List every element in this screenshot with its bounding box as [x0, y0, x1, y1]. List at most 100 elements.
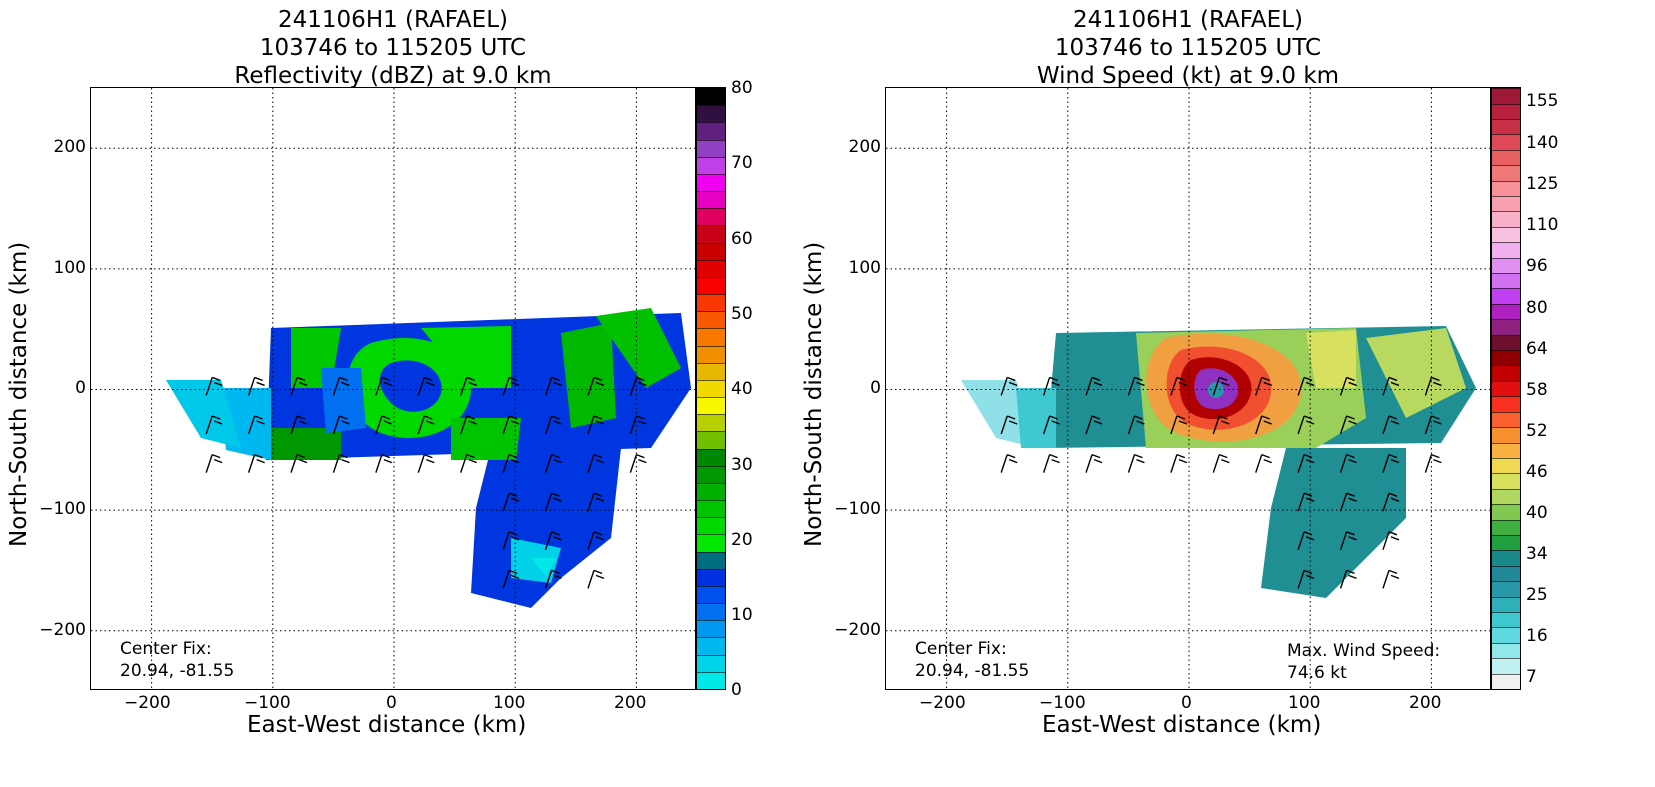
y-tick: −200: [834, 620, 881, 640]
wind-speed-colorbar: [1491, 87, 1521, 690]
wind-barb: [1424, 415, 1442, 435]
wind-barb: [1085, 453, 1103, 473]
colorbar-segment: [697, 431, 725, 449]
wind-barb: [1297, 453, 1315, 473]
wind-barb: [1170, 453, 1188, 473]
colorbar-segment: [697, 379, 725, 398]
wind-barb: [332, 453, 350, 473]
wind-barb: [544, 569, 562, 589]
wind-barb: [1339, 531, 1357, 551]
colorbar-tick: 125: [1526, 174, 1559, 194]
wind-barb: [502, 376, 520, 396]
colorbar-segment: [1492, 658, 1520, 674]
wind-barb: [544, 492, 562, 512]
wind-barb: [1127, 376, 1145, 396]
wind-barb: [1424, 376, 1442, 396]
wind-speed-plot-area: [885, 87, 1491, 690]
colorbar-segment: [1492, 103, 1520, 119]
wind-barb: [544, 531, 562, 551]
wind-barb: [1382, 531, 1400, 551]
colorbar-tick: 52: [1526, 421, 1548, 441]
colorbar-segment: [1492, 457, 1520, 474]
colorbar-tick: 80: [731, 78, 753, 98]
wind-barb: [1042, 376, 1060, 396]
center-fix-value: 20.94, -81.55: [120, 661, 235, 681]
wind-barb: [290, 453, 308, 473]
center-fix-label: Center Fix:: [915, 639, 1007, 659]
wind-barb: [1255, 453, 1272, 473]
colorbar-segment: [697, 294, 725, 312]
wind-barb: [1339, 453, 1357, 473]
colorbar-segment: [1492, 488, 1520, 505]
y-tick: 0: [75, 378, 86, 398]
x-tick: 100: [1288, 693, 1321, 713]
colorbar-segment: [697, 585, 725, 604]
y-tick: 100: [53, 258, 86, 278]
x-tick: −100: [244, 693, 291, 713]
title-line-3: Wind Speed (kt) at 9.0 km: [1036, 63, 1340, 89]
wind-barb: [502, 569, 520, 589]
colorbar-tick: 60: [731, 229, 753, 249]
colorbar-tick: 34: [1526, 544, 1548, 564]
colorbar-segment: [697, 414, 725, 432]
wind-barb: [629, 453, 647, 473]
wind-barb: [1297, 569, 1315, 589]
wind-barb: [544, 453, 562, 473]
wind-barb: [290, 415, 308, 435]
x-tick: 100: [493, 693, 526, 713]
wind-barb: [1382, 376, 1400, 396]
center-fix-value: 20.94, -81.55: [915, 661, 1030, 681]
colorbar-segment: [1492, 211, 1520, 227]
x-tick: −200: [124, 693, 171, 713]
center-fix-annotation: Center Fix: 20.94, -81.55: [120, 638, 234, 682]
title-line-2: 103746 to 115205 UTC: [259, 35, 527, 61]
colorbar-tick: 58: [1526, 380, 1548, 400]
title-line-3: Reflectivity (dBZ) at 9.0 km: [234, 63, 552, 89]
colorbar-segment: [1492, 380, 1520, 397]
colorbar-segment: [1492, 581, 1520, 597]
y-axis-label: North-South distance (km): [801, 241, 827, 547]
colorbar-segment: [1492, 118, 1520, 135]
max-wind-annotation: Max. Wind Speed: 74.6 kt: [1287, 640, 1440, 684]
colorbar-segment: [1492, 611, 1520, 628]
wind-barb: [1255, 376, 1272, 396]
colorbar-segment: [697, 173, 725, 192]
wind-barb: [460, 453, 477, 473]
colorbar-segment: [697, 620, 725, 638]
colorbar-segment: [1492, 273, 1520, 289]
colorbar-segment: [1492, 519, 1520, 535]
colorbar-segment: [1492, 180, 1520, 196]
colorbar-tick: 80: [1526, 298, 1548, 318]
wind-barb: [417, 376, 435, 396]
wind-barb: [1382, 453, 1400, 473]
wind-barb: [1297, 415, 1315, 435]
colorbar-segment: [1492, 350, 1520, 366]
x-tick: 200: [614, 693, 647, 713]
colorbar-segment: [697, 259, 725, 277]
wind-barb: [1255, 415, 1272, 435]
colorbar-segment: [697, 654, 725, 672]
colorbar-segment: [697, 551, 725, 569]
wind-speed-field: [886, 88, 1490, 689]
wind-barb: [205, 415, 223, 435]
wind-barb: [247, 453, 265, 473]
colorbar-segment: [697, 345, 725, 363]
wind-barb: [1170, 376, 1188, 396]
colorbar-tick: 40: [1526, 503, 1548, 523]
colorbar-tick: 140: [1526, 133, 1559, 153]
x-tick: 0: [386, 693, 397, 713]
colorbar-tick: 7: [1526, 667, 1537, 687]
colorbar-segment: [697, 311, 725, 329]
y-axis-label: North-South distance (km): [6, 241, 32, 547]
colorbar-segment: [1492, 427, 1520, 443]
wind-barb: [1042, 453, 1060, 473]
max-wind-label: Max. Wind Speed:: [1287, 641, 1441, 661]
wind-barb: [1000, 415, 1018, 435]
wind-barb: [502, 492, 520, 512]
colorbar-tick: 110: [1526, 215, 1559, 235]
wind-barb: [1339, 415, 1357, 435]
x-tick: 200: [1409, 693, 1442, 713]
colorbar-segment: [1492, 303, 1520, 320]
wind-barb: [247, 415, 265, 435]
colorbar-segment: [1492, 134, 1520, 150]
